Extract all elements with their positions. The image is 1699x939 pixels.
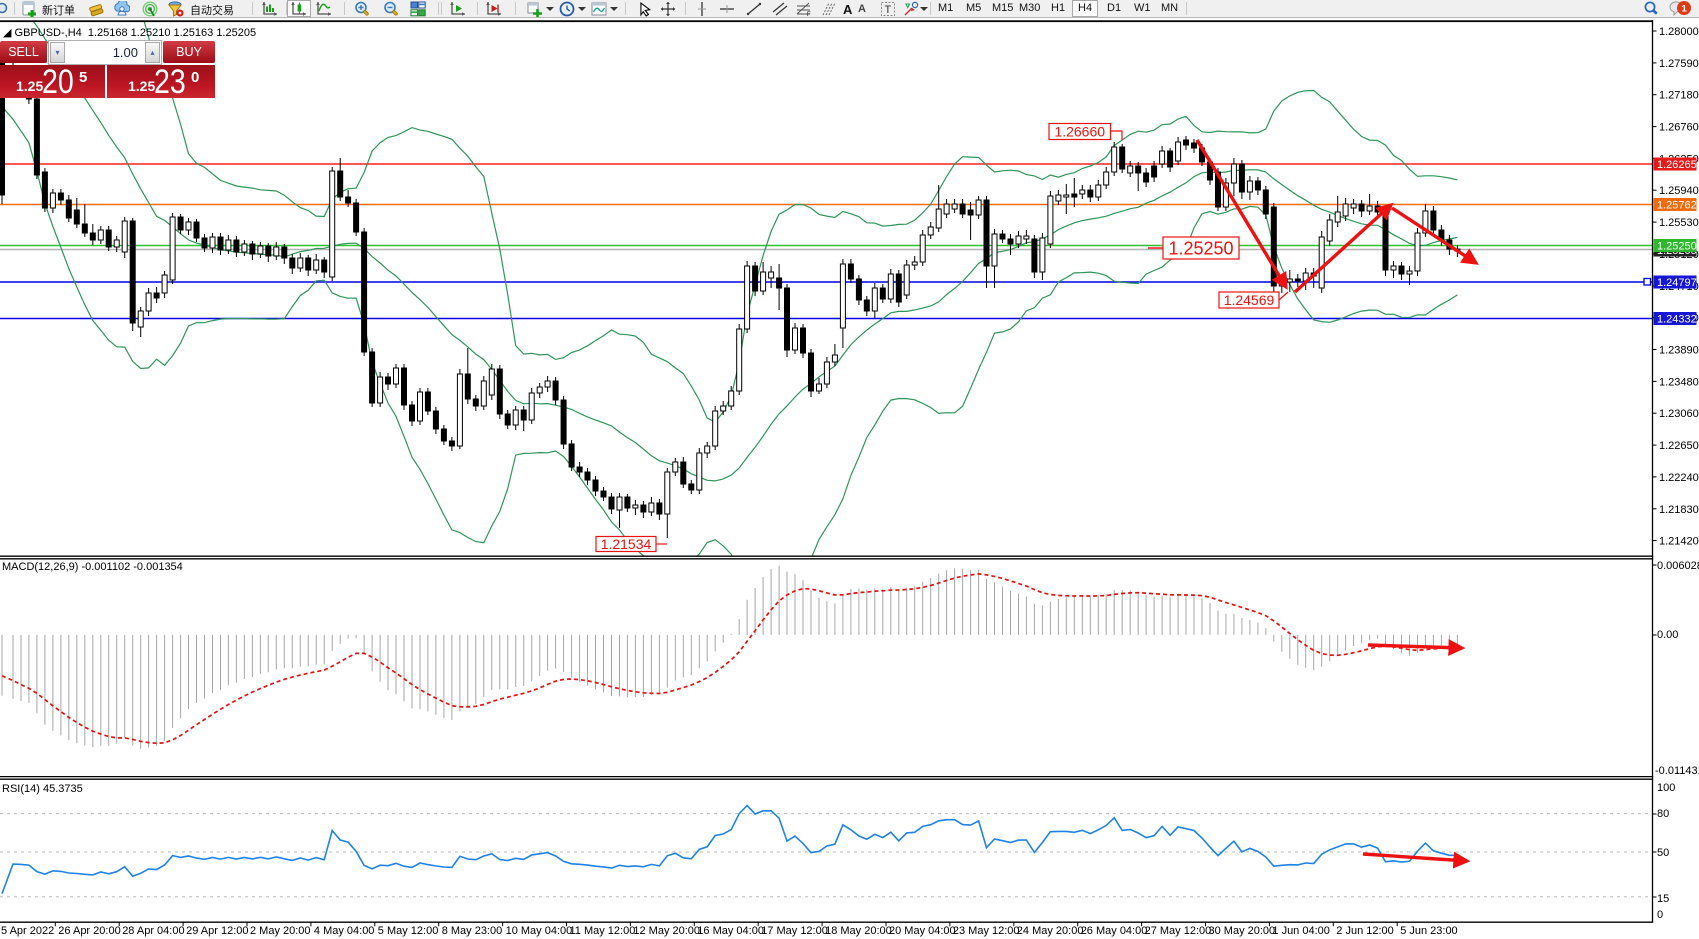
svg-text:20 May 04:00: 20 May 04:00 — [889, 925, 956, 937]
svg-text:10 May 04:00: 10 May 04:00 — [506, 925, 573, 937]
svg-text:1.25940: 1.25940 — [1659, 185, 1699, 197]
svg-text:26 May 04:00: 26 May 04:00 — [1081, 925, 1148, 937]
svg-text:T: T — [885, 4, 892, 16]
svg-text:0.006028: 0.006028 — [1657, 560, 1699, 572]
svg-text:1.24569: 1.24569 — [1224, 292, 1275, 308]
svg-text:15: 15 — [1657, 893, 1669, 905]
svg-text:1.26660: 1.26660 — [1054, 124, 1105, 140]
svg-text:2 May 20:00: 2 May 20:00 — [250, 925, 311, 937]
svg-text:8 May 23:00: 8 May 23:00 — [442, 925, 503, 937]
svg-text:1.25250: 1.25250 — [1168, 238, 1233, 258]
svg-text:F: F — [807, 12, 811, 17]
svg-text:1.25530: 1.25530 — [1659, 217, 1699, 229]
svg-text:2 Jun 12:00: 2 Jun 12:00 — [1336, 925, 1394, 937]
svg-text:4 May 04:00: 4 May 04:00 — [314, 925, 375, 937]
svg-text:1.21534: 1.21534 — [601, 536, 652, 552]
svg-text:28 Apr 04:00: 28 Apr 04:00 — [122, 925, 184, 937]
svg-text:1: 1 — [1682, 4, 1688, 15]
svg-text:27 May 12:00: 27 May 12:00 — [1145, 925, 1212, 937]
svg-text:0.00: 0.00 — [1657, 629, 1678, 641]
svg-text:1.23890: 1.23890 — [1659, 345, 1699, 357]
svg-text:-0.011431: -0.011431 — [1655, 765, 1699, 777]
svg-text:23 May 12:00: 23 May 12:00 — [953, 925, 1020, 937]
svg-text:5 May 12:00: 5 May 12:00 — [378, 925, 439, 937]
svg-text:1.26265: 1.26265 — [1657, 159, 1697, 171]
svg-text:18 May 20:00: 18 May 20:00 — [825, 925, 892, 937]
svg-text:0: 0 — [1657, 909, 1663, 921]
svg-text:30 May 20:00: 30 May 20:00 — [1209, 925, 1276, 937]
svg-text:80: 80 — [1657, 808, 1669, 820]
svg-text:1.28000: 1.28000 — [1659, 26, 1699, 38]
svg-text:17 May 12:00: 17 May 12:00 — [761, 925, 828, 937]
svg-text:1.27590: 1.27590 — [1659, 58, 1699, 70]
svg-text:5 Jun 23:00: 5 Jun 23:00 — [1400, 925, 1458, 937]
svg-text:100: 100 — [1657, 782, 1675, 794]
svg-text:1.23060: 1.23060 — [1659, 408, 1699, 420]
svg-text:1.22240: 1.22240 — [1659, 472, 1699, 484]
svg-text:RSI(14) 45.3735: RSI(14) 45.3735 — [2, 783, 83, 795]
svg-text:5 Apr 2022: 5 Apr 2022 — [1, 925, 54, 937]
svg-text:29 Apr 12:00: 29 Apr 12:00 — [186, 925, 248, 937]
svg-text:1.22650: 1.22650 — [1659, 440, 1699, 452]
svg-text:1 Jun 04:00: 1 Jun 04:00 — [1272, 925, 1330, 937]
svg-text:16 May 04:00: 16 May 04:00 — [697, 925, 764, 937]
svg-text:24 May 20:00: 24 May 20:00 — [1017, 925, 1084, 937]
svg-text:1.25762: 1.25762 — [1657, 200, 1697, 212]
svg-text:1.24797: 1.24797 — [1657, 277, 1697, 289]
svg-text:1.26760: 1.26760 — [1659, 122, 1699, 134]
svg-text:50: 50 — [1657, 847, 1669, 859]
svg-text:1.25250: 1.25250 — [1657, 241, 1697, 253]
svg-text:1.23480: 1.23480 — [1659, 376, 1699, 388]
svg-text:1.21830: 1.21830 — [1659, 504, 1699, 516]
svg-text:1.21420: 1.21420 — [1659, 536, 1699, 548]
svg-text:26 Apr 20:00: 26 Apr 20:00 — [58, 925, 120, 937]
svg-text:1.27180: 1.27180 — [1659, 90, 1699, 102]
svg-text:11 May 12:00: 11 May 12:00 — [570, 925, 636, 937]
svg-text:1.24332: 1.24332 — [1657, 314, 1697, 326]
svg-text:MACD(12,26,9) -0.001102 -0.001: MACD(12,26,9) -0.001102 -0.001354 — [2, 561, 183, 573]
svg-text:12 May 20:00: 12 May 20:00 — [633, 925, 700, 937]
